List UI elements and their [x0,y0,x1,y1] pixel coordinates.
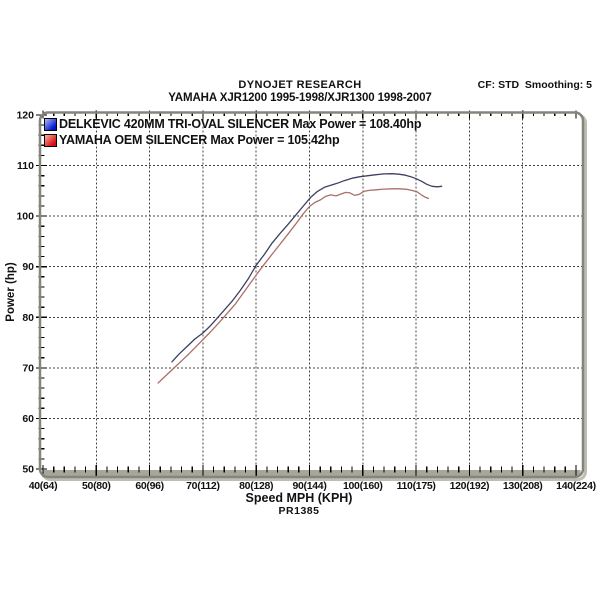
x-tick-label: 130(208) [503,480,543,492]
chart-brand-title: DYNOJET RESEARCH [238,79,362,91]
legend-label-yamaha-oem: YAMAHA OEM SILENCER Max Power = 105.42hp [59,133,340,147]
yamaha-oem-power-curve [157,188,430,384]
y-tick-label: 70 [22,362,34,374]
x-tick-label: 70(112) [186,480,220,492]
x-tick-label: 90(144) [292,480,326,492]
x-tick-label: 120(192) [450,480,490,492]
plot-frame-border [38,111,585,479]
delkevic-series-swatch-icon [44,117,57,131]
run-id-label: PR1385 [279,505,320,517]
y-tick-label: 110 [17,160,34,172]
legend-label-delkevic: DELKEVIC 420MM TRI-OVAL SILENCER Max Pow… [59,117,422,131]
y-tick-label: 50 [22,464,34,476]
yamaha-oem-series-swatch-icon [44,133,57,147]
x-tick-label: 60(96) [135,480,164,492]
x-tick-label: 100(160) [343,480,383,492]
chart-legend: DELKEVIC 420MM TRI-OVAL SILENCER Max Pow… [44,116,421,148]
x-tick-label: 50(80) [82,480,111,492]
y-tick-label: 120 [16,110,34,122]
legend-row-yamaha-oem: YAMAHA OEM SILENCER Max Power = 105.42hp [44,132,421,148]
x-tick-label: 140(224) [556,480,596,492]
x-axis-title: Speed MPH (KPH) [246,491,353,505]
y-axis-title: Power (hp) [5,262,17,322]
y-tick-label: 80 [22,312,34,324]
correction-smoothing-info: CF: STD Smoothing: 5 [477,79,592,91]
delkevic-power-curve [171,173,443,363]
y-tick-label: 90 [22,261,34,273]
x-tick-label: 110(175) [397,480,436,492]
chart-subtitle: YAMAHA XJR1200 1995-1998/XJR1300 1998-20… [168,92,432,104]
legend-row-delkevic: DELKEVIC 420MM TRI-OVAL SILENCER Max Pow… [44,116,421,132]
x-axis-band [42,470,581,477]
x-tick-label: 40(64) [29,480,58,492]
y-tick-label: 100 [16,211,34,223]
x-tick-label: 80(128) [239,480,273,492]
y-tick-label: 60 [22,413,34,425]
plot-panel [40,112,583,477]
